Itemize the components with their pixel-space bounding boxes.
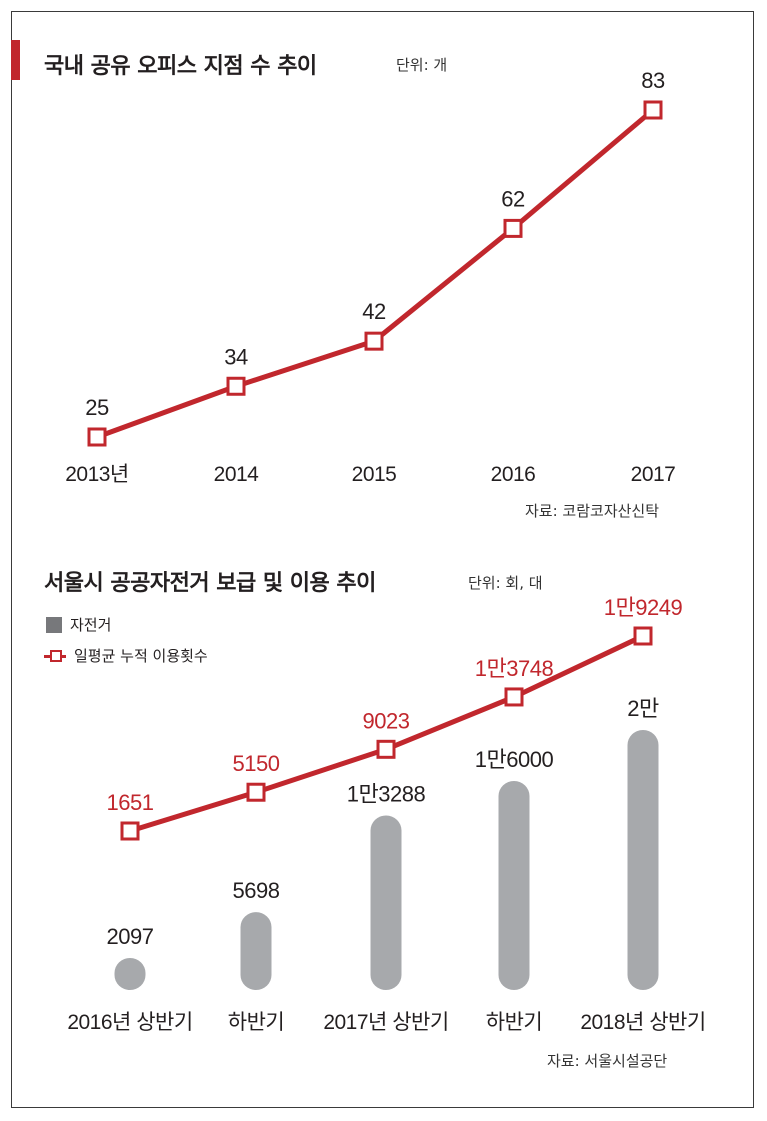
- chart1-unit: 단위: 개: [396, 56, 448, 74]
- chart2-bar-4: [627, 730, 659, 990]
- chart1-point-3: [503, 218, 523, 238]
- chart-frame: [11, 11, 754, 1108]
- legend-label-bars: 자전거: [70, 616, 112, 634]
- chart1-point-2: [364, 331, 384, 351]
- chart2-line-label-0: 1651: [107, 790, 154, 815]
- chart1-x-tick-1: 2014: [214, 463, 260, 486]
- chart2-bar-label-1: 5698: [233, 878, 280, 903]
- chart2-bar-label-3: 1만6000: [475, 747, 554, 772]
- chart2-x-tick-0: 2016년 상반기: [67, 1011, 192, 1034]
- chart2-point-4: [633, 626, 653, 646]
- chart1-data-label-0: 25: [85, 395, 109, 420]
- chart1-title: 국내 공유 오피스 지점 수 추이: [44, 54, 317, 79]
- chart1-data-label-2: 42: [362, 299, 386, 324]
- chart1-data-label-3: 62: [501, 186, 525, 211]
- legend-item-bars: 자전거: [46, 614, 111, 635]
- chart2-bar-label-4: 2만: [627, 696, 659, 721]
- chart1-x-tick-3: 2016: [491, 463, 536, 486]
- chart1-data-label-4: 83: [641, 68, 665, 93]
- chart2-point-2: [376, 739, 396, 759]
- chart2-title: 서울시 공공자전거 보급 및 이용 추이: [44, 571, 376, 596]
- chart1-source: 자료: 코람코자산신탁: [525, 502, 660, 520]
- legend-swatch-bars: [46, 616, 62, 633]
- chart2-bar-1: [240, 912, 272, 990]
- chart2-x-tick-1: 하반기: [228, 1011, 284, 1034]
- chart2-bar-3: [498, 780, 530, 990]
- chart2-point-0: [120, 821, 140, 841]
- title-accent-bar: [11, 40, 20, 80]
- chart2-line-label-4: 1만9249: [604, 595, 683, 620]
- chart2-bar-0: [114, 958, 146, 990]
- chart1-x-tick-4: 2017: [631, 463, 676, 486]
- chart2-point-3: [504, 687, 524, 707]
- chart1-point-0: [87, 427, 107, 447]
- chart2-x-tick-2: 2017년 상반기: [323, 1011, 448, 1034]
- legend-marker-line: [44, 649, 66, 663]
- chart2-line-label-1: 5150: [233, 751, 280, 776]
- chart2-bar-2: [370, 815, 402, 990]
- legend-label-line: 일평균 누적 이용횟수: [74, 647, 208, 665]
- chart2-unit: 단위: 회, 대: [468, 574, 543, 592]
- chart2-line-label-2: 9023: [363, 708, 410, 733]
- chart2-point-1: [246, 782, 266, 802]
- chart1-data-label-1: 34: [224, 344, 248, 369]
- chart1-x-tick-2: 2015: [352, 463, 397, 486]
- legend-item-line: 일평균 누적 이용횟수: [44, 645, 208, 666]
- chart2-source: 자료: 서울시설공단: [547, 1052, 668, 1070]
- chart2-x-tick-3: 하반기: [486, 1011, 542, 1034]
- chart2-bar-label-0: 2097: [107, 924, 154, 949]
- chart1-point-4: [643, 100, 663, 120]
- chart2-x-tick-4: 2018년 상반기: [580, 1011, 705, 1034]
- chart2-bar-label-2: 1만3288: [347, 781, 426, 806]
- chart1-x-tick-0: 2013년: [65, 463, 129, 486]
- chart2-line-label-3: 1만3748: [475, 656, 554, 681]
- chart1-point-1: [226, 376, 246, 396]
